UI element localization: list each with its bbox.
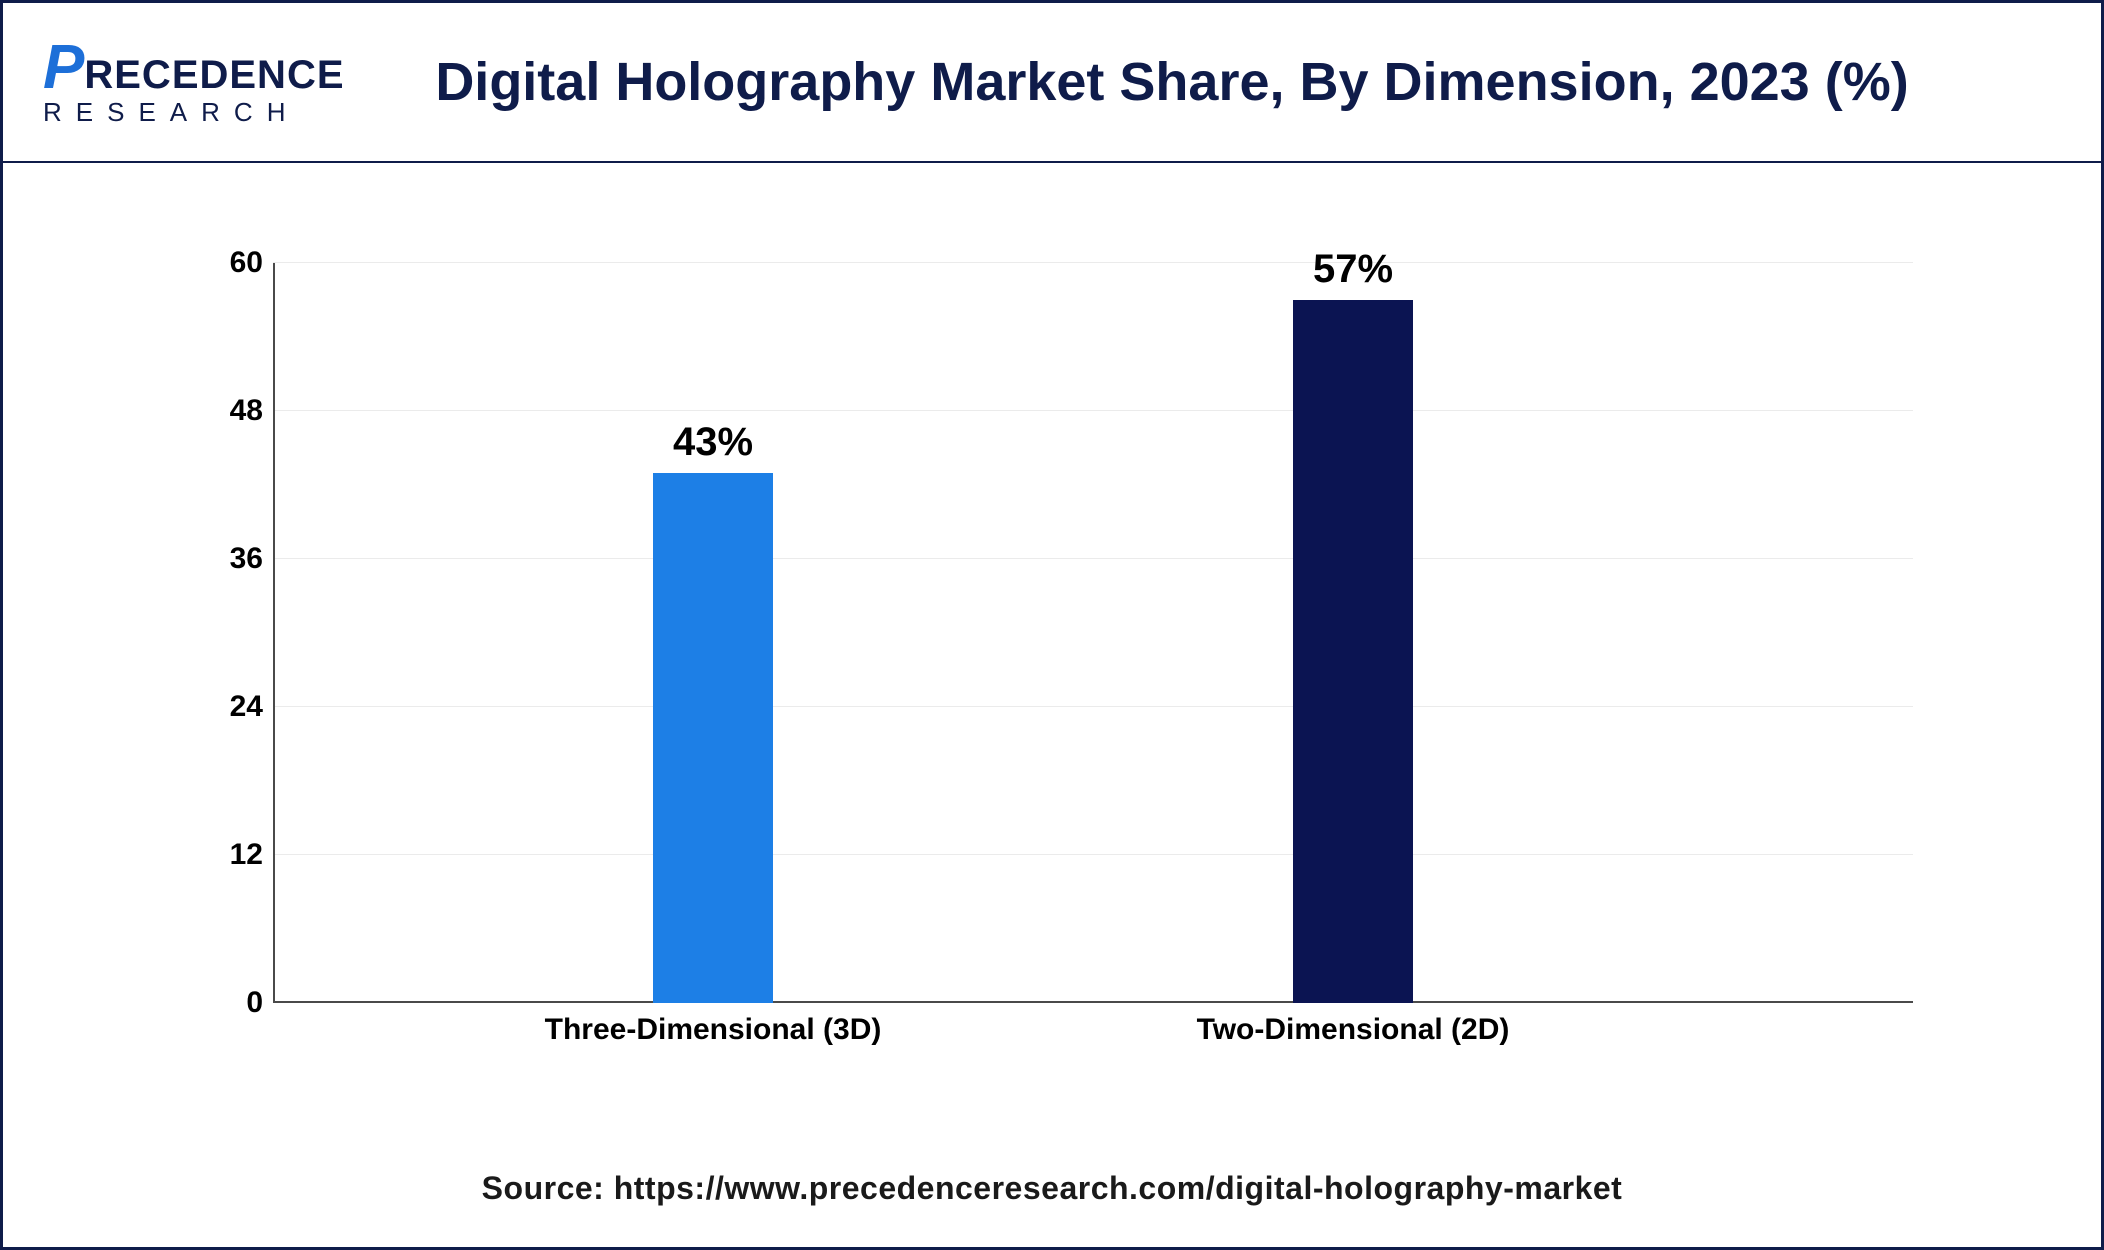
header-band: P RECEDENCE RESEARCH Digital Holography … <box>3 3 2101 163</box>
xtick-2d: Two-Dimensional (2D) <box>1197 1013 1510 1047</box>
chart-title: Digital Holography Market Share, By Dime… <box>343 51 2061 113</box>
gridline <box>273 854 1913 855</box>
chart-frame: P RECEDENCE RESEARCH Digital Holography … <box>0 0 2104 1250</box>
xtick-3d: Three-Dimensional (3D) <box>545 1013 882 1047</box>
bar-2d: 57% <box>1293 300 1413 1003</box>
ytick-0: 0 <box>183 986 263 1020</box>
ytick-48: 48 <box>183 394 263 428</box>
brand-logo: P RECEDENCE RESEARCH <box>43 37 343 128</box>
logo-initial: P <box>43 37 84 99</box>
y-axis <box>273 263 275 1003</box>
chart-area: 0 12 24 36 48 60 43% 57% Three-Dimension… <box>173 263 1913 1063</box>
ytick-36: 36 <box>183 542 263 576</box>
ytick-60: 60 <box>183 246 263 280</box>
plot-region: 43% 57% <box>273 263 1913 1003</box>
bar-3d: 43% <box>653 473 773 1003</box>
gridline <box>273 410 1913 411</box>
gridline <box>273 262 1913 263</box>
source-citation: Source: https://www.precedenceresearch.c… <box>3 1170 2101 1207</box>
gridline <box>273 706 1913 707</box>
ytick-12: 12 <box>183 838 263 872</box>
bar-label-3d: 43% <box>673 420 753 465</box>
logo-word: RECEDENCE <box>84 53 344 98</box>
logo-subtext: RESEARCH <box>43 97 299 128</box>
ytick-24: 24 <box>183 690 263 724</box>
gridline <box>273 558 1913 559</box>
bar-label-2d: 57% <box>1313 247 1393 292</box>
x-axis <box>273 1001 1913 1003</box>
